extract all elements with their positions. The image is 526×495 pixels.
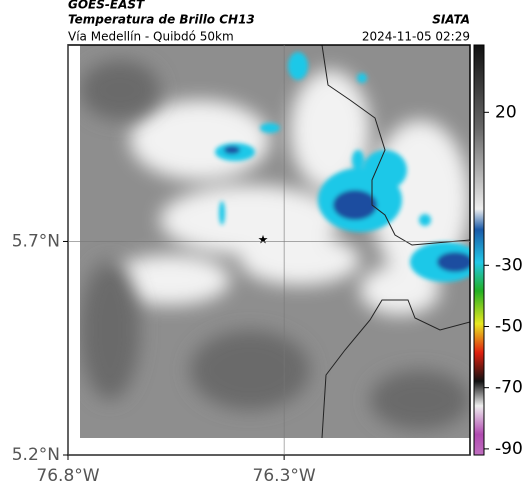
satellite: GOES-EAST <box>68 0 145 12</box>
y-tick-label: 5.2°N <box>12 445 60 465</box>
agency: SIATA <box>432 13 470 27</box>
colorbar-tick-label: -90 <box>495 439 523 459</box>
x-tick-label: 76.3°W <box>253 466 316 486</box>
colorbar-tick-label: 20 <box>495 102 517 122</box>
colorbar <box>473 44 485 456</box>
route: Vía Medellín - Quibdó 50km <box>68 30 234 44</box>
colorbar-tick-label: -30 <box>495 255 523 275</box>
y-tick-label: 5.7°N <box>12 231 60 251</box>
colorbar-tick-label: -70 <box>495 378 523 398</box>
border <box>321 45 470 246</box>
timestamp: 2024-11-05 02:29 <box>362 30 470 44</box>
x-tick-label: 76.8°W <box>36 466 99 486</box>
border <box>321 299 470 438</box>
colorbar-tick-label: -50 <box>495 316 523 336</box>
product: Temperatura de Brillo CH13 <box>68 13 255 27</box>
satellite-image <box>80 45 470 438</box>
location-marker: ★ <box>258 233 269 247</box>
